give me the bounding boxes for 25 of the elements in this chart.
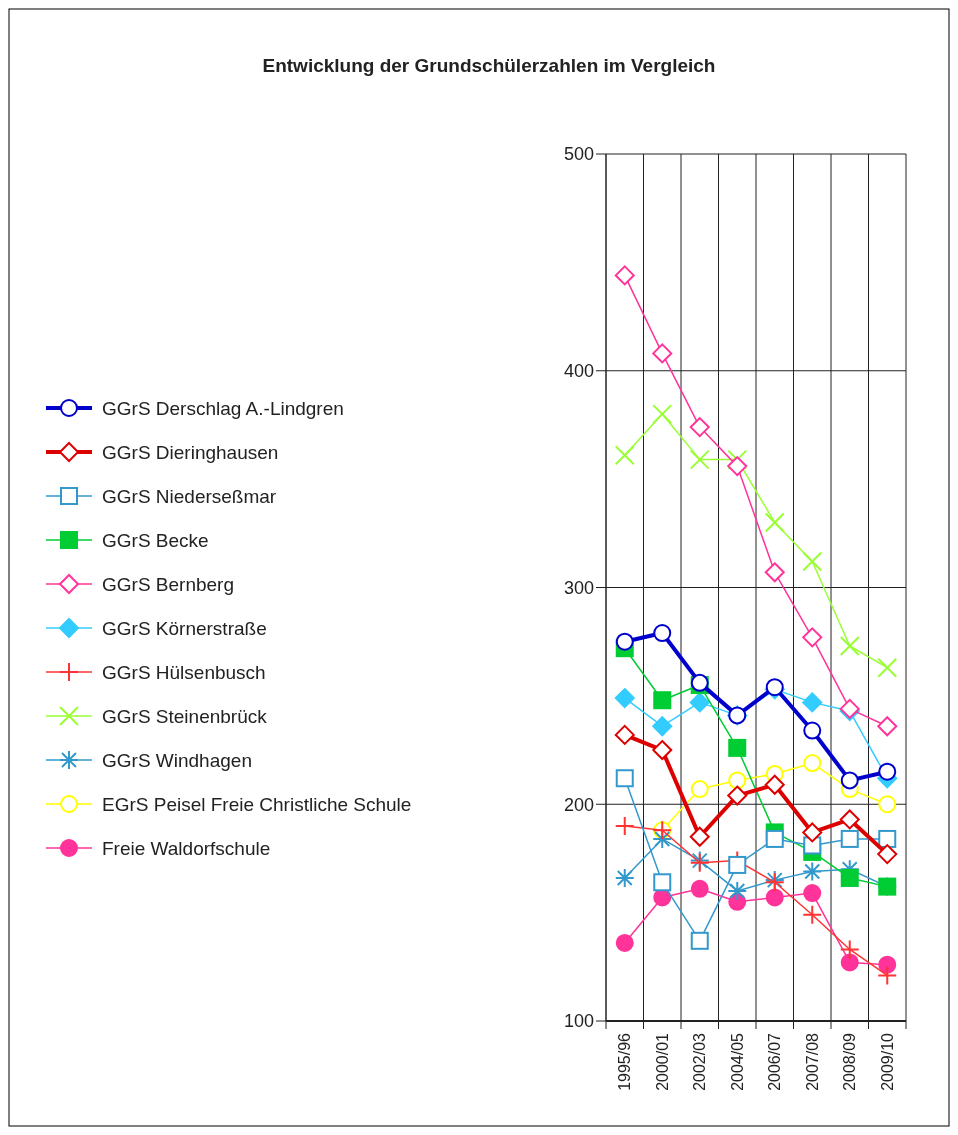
legend-label: GGrS Hülsenbusch xyxy=(102,661,266,683)
y-tick-label: 100 xyxy=(563,1011,594,1032)
y-tick-label: 300 xyxy=(563,577,594,598)
legend-label: GGrS Becke xyxy=(102,529,209,551)
x-tick-label: 2004/05 xyxy=(728,1032,746,1091)
legend-label: Freie Waldorfschule xyxy=(102,837,271,859)
legend-label: GGrS Bernberg xyxy=(102,573,234,595)
legend-label: GGrS Niederseßmar xyxy=(102,485,277,507)
x-tick-label: 1995/96 xyxy=(616,1032,634,1091)
legend-label: GGrS Dieringhausen xyxy=(102,441,279,463)
x-tick-label: 2000/01 xyxy=(653,1032,671,1091)
x-tick-label: 2002/03 xyxy=(691,1032,709,1091)
chart-title: Entwicklung der Grundschülerzahlen im Vergleich xyxy=(262,55,716,76)
x-tick-label: 2008/09 xyxy=(841,1032,859,1091)
x-tick-label: 2006/07 xyxy=(766,1032,784,1091)
x-tick-label: 2007/08 xyxy=(803,1032,821,1091)
legend-label: EGrS Peisel Freie Christliche Schule xyxy=(102,793,412,815)
legend-label: GGrS Steinenbrück xyxy=(102,705,268,727)
legend-label: GGrS Windhagen xyxy=(102,749,252,771)
legend-label: GGrS Körnerstraße xyxy=(102,617,267,639)
y-tick-label: 400 xyxy=(563,361,594,382)
legend-label: GGrS Derschlag A.-Lindgren xyxy=(102,397,344,419)
y-tick-label: 200 xyxy=(563,794,594,815)
y-tick-label: 500 xyxy=(563,144,594,165)
x-tick-label: 2009/10 xyxy=(878,1032,896,1091)
